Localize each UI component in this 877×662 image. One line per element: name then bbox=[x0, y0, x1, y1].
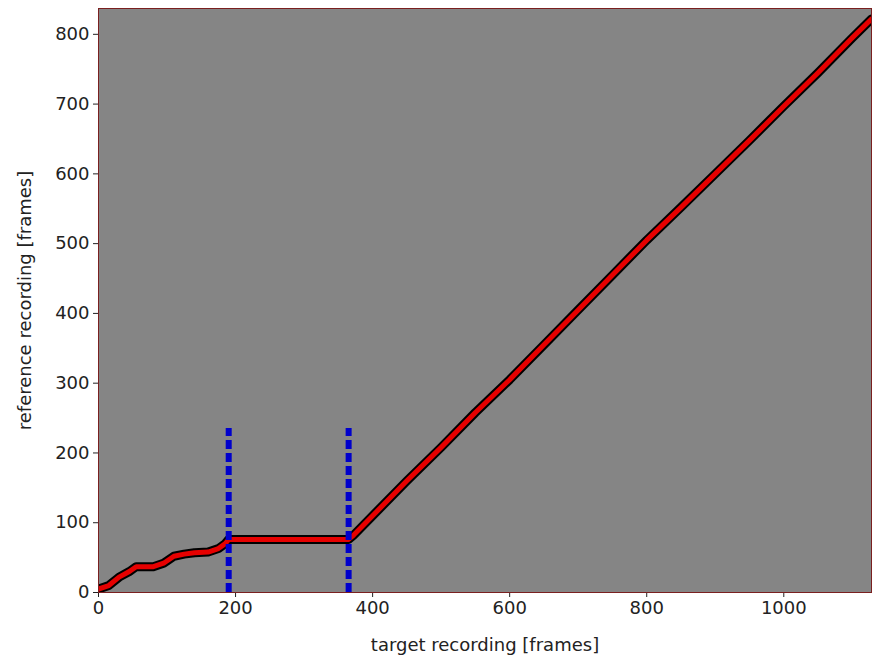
svg-text:400: 400 bbox=[355, 597, 389, 618]
svg-text:300: 300 bbox=[55, 372, 89, 393]
svg-text:reference recording [frames]: reference recording [frames] bbox=[14, 171, 35, 431]
svg-text:800: 800 bbox=[630, 597, 664, 618]
svg-text:0: 0 bbox=[78, 581, 89, 602]
svg-text:100: 100 bbox=[55, 511, 89, 532]
svg-text:500: 500 bbox=[55, 232, 89, 253]
svg-text:600: 600 bbox=[55, 163, 89, 184]
svg-text:400: 400 bbox=[55, 302, 89, 323]
svg-text:600: 600 bbox=[492, 597, 526, 618]
svg-text:1000: 1000 bbox=[761, 597, 807, 618]
svg-text:800: 800 bbox=[55, 23, 89, 44]
svg-text:200: 200 bbox=[218, 597, 252, 618]
svg-text:200: 200 bbox=[55, 442, 89, 463]
svg-text:0: 0 bbox=[93, 597, 104, 618]
svg-text:target recording [frames]: target recording [frames] bbox=[371, 634, 599, 655]
svg-text:700: 700 bbox=[55, 93, 89, 114]
